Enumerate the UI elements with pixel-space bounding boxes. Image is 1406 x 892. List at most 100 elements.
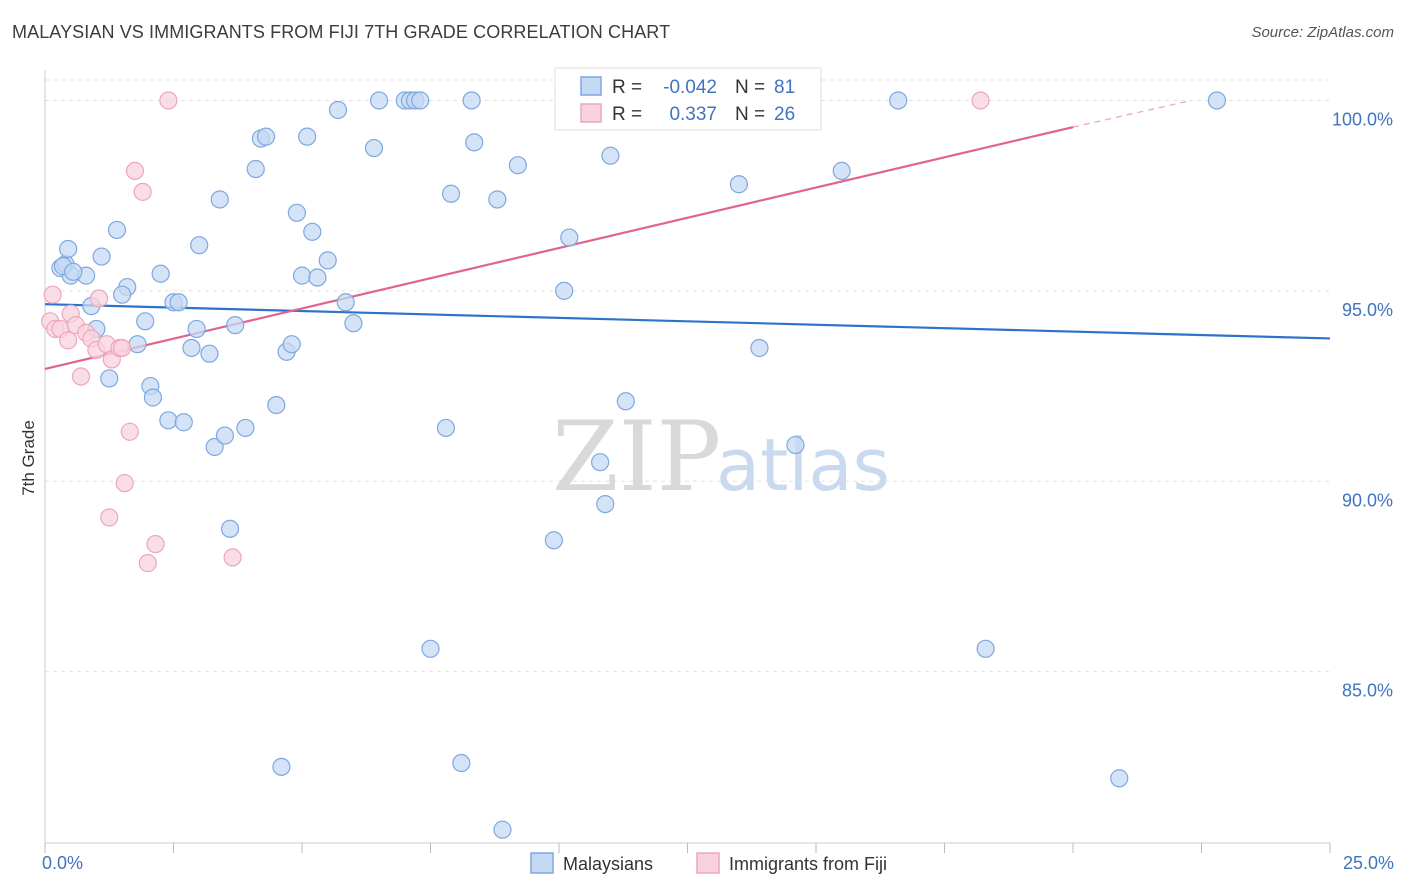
point-0-70: [729, 175, 749, 194]
point-0-68: [616, 392, 635, 411]
point-0-56: [452, 753, 471, 773]
watermark: ZIP atlas: [552, 401, 890, 513]
point-1-24: [223, 548, 242, 567]
point-0-54: [436, 418, 456, 438]
point-0-21: [182, 338, 201, 358]
point-1-25: [971, 91, 990, 110]
point-0-59: [488, 190, 507, 209]
legend-n-value-1: 81: [774, 77, 795, 98]
point-1-18: [100, 508, 119, 527]
point-0-29: [226, 316, 245, 335]
series-legend: Malaysians Immigrants from Fiji: [530, 852, 887, 874]
point-0-42: [308, 268, 327, 287]
trend-line-dashed-1: [1072, 99, 1192, 128]
point-0-18: [169, 293, 188, 312]
point-0-60: [493, 820, 512, 839]
point-1-16: [115, 474, 134, 493]
point-0-6: [107, 220, 127, 240]
point-1-21: [138, 554, 157, 573]
legend-r-value-2: 0.337: [669, 104, 717, 125]
point-0-40: [298, 127, 317, 146]
legend-r-value-1: -0.042: [663, 77, 717, 98]
y-axis-title: 7th Grade: [19, 420, 38, 496]
point-0-43: [318, 251, 337, 270]
trend-line-1: [44, 126, 1074, 370]
point-0-26: [210, 190, 229, 209]
point-1-22: [146, 534, 165, 554]
point-0-45: [336, 293, 355, 312]
point-0-62: [544, 531, 563, 550]
point-0-71: [750, 338, 769, 358]
point-1-20: [133, 182, 152, 201]
x-tick-label-min: 0.0%: [42, 853, 83, 873]
point-0-9: [112, 285, 132, 304]
point-0-15: [143, 388, 163, 407]
trend-line-0: [44, 303, 1331, 340]
point-0-34: [267, 395, 286, 415]
point-0-22: [187, 319, 206, 339]
point-0-13: [100, 369, 119, 388]
point-0-20: [174, 413, 193, 432]
point-0-67: [601, 146, 620, 165]
point-0-30: [236, 418, 255, 438]
point-0-16: [151, 264, 170, 283]
point-1-17: [120, 422, 139, 441]
point-0-53: [421, 639, 440, 658]
point-0-74: [832, 161, 851, 181]
point-0-38: [287, 203, 306, 222]
point-0-48: [370, 91, 389, 110]
y-tick-label-3: 100.0%: [1332, 109, 1393, 129]
point-0-33: [256, 127, 276, 146]
source-label: Source: ZipAtlas.com: [1251, 24, 1394, 41]
point-0-37: [282, 335, 301, 354]
point-1-1: [43, 285, 62, 304]
point-1-23: [159, 91, 178, 110]
legend-r-label-2: R =: [612, 104, 642, 125]
chart-title: MALAYSIAN VS IMMIGRANTS FROM FIJI 7TH GR…: [12, 22, 671, 42]
point-0-78: [1207, 91, 1227, 110]
point-0-23: [190, 236, 209, 255]
point-0-46: [344, 314, 363, 333]
watermark-zip: ZIP: [552, 401, 721, 513]
point-0-35: [272, 757, 291, 776]
bottom-legend-swatch-fiji: [696, 852, 720, 874]
y-tick-label-2: 95.0%: [1342, 300, 1393, 320]
point-0-64: [560, 228, 579, 247]
legend-swatch-fiji: [580, 103, 602, 123]
point-0-80: [64, 262, 83, 281]
point-0-11: [128, 335, 147, 354]
point-0-28: [220, 519, 240, 538]
point-0-5: [92, 247, 111, 266]
scatter-points: [41, 91, 1227, 839]
y-tick-labels: 85.0% 90.0% 95.0% 100.0%: [1332, 109, 1393, 700]
point-0-27: [215, 426, 234, 445]
point-0-57: [462, 91, 481, 110]
bottom-legend-label-malaysians: Malaysians: [563, 854, 653, 874]
bottom-legend-swatch-malaysians: [530, 852, 554, 874]
point-0-47: [364, 138, 384, 158]
point-0-61: [508, 156, 527, 175]
point-1-4: [59, 331, 78, 350]
point-1-7: [71, 367, 91, 386]
point-0-73: [786, 435, 805, 455]
correlation-legend: R = -0.042 N = 81 R = 0.337 N = 26: [554, 67, 822, 131]
legend-n-value-2: 26: [774, 104, 795, 125]
point-0-77: [1110, 769, 1129, 788]
y-tick-label-0: 85.0%: [1342, 681, 1393, 701]
point-0-52: [411, 91, 430, 110]
point-0-63: [555, 281, 574, 300]
point-0-55: [441, 184, 461, 203]
trend-lines: [44, 99, 1331, 370]
gridlines: [45, 79, 1330, 673]
bottom-legend-label-fiji: Immigrants from Fiji: [729, 854, 887, 874]
point-0-31: [246, 159, 265, 179]
point-0-25: [205, 437, 224, 457]
point-0-65: [591, 453, 610, 472]
y-tick-label-1: 90.0%: [1342, 490, 1393, 510]
point-0-41: [303, 222, 322, 241]
point-1-11: [89, 289, 109, 308]
point-0-66: [596, 494, 615, 514]
point-0-44: [328, 100, 348, 120]
x-tick-label-max: 25.0%: [1343, 853, 1394, 873]
